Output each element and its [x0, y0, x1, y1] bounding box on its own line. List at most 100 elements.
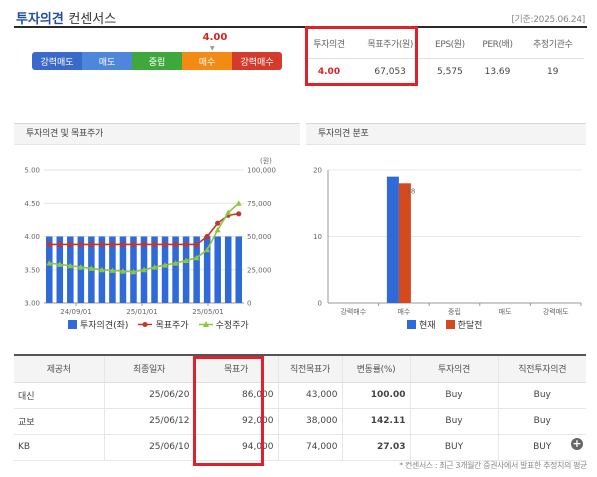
category-label: 강력매도	[543, 307, 569, 316]
cell-change: 100.00	[341, 382, 410, 409]
right-axis-tick-label: 100,000	[247, 167, 276, 175]
left-axis-tick-label: 5.00	[24, 167, 40, 175]
opinion-bar	[224, 236, 232, 303]
legend-item-adjusted: 수정주가	[198, 318, 249, 331]
col-header-opinion: 투자의견	[409, 354, 498, 383]
col-header-date: 최종일자	[103, 354, 194, 383]
target-price-point	[162, 241, 168, 248]
legend-swatch-current	[407, 320, 416, 329]
opinion-bar	[172, 236, 179, 303]
adjusted-price-point	[46, 260, 53, 266]
cell-date: 25/06/20	[103, 382, 194, 409]
opinion-bar	[67, 236, 74, 303]
title-sub: 컨센서스	[68, 12, 117, 27]
target-price-point	[172, 241, 179, 248]
bar-data-label: 18	[406, 187, 415, 195]
opinion-gauge: 강력매도 매도 중립 매수 강력매수	[32, 52, 282, 70]
adjusted-price-point	[130, 268, 137, 275]
y-axis-tick-label: 10	[313, 233, 322, 241]
cell-opinion: Buy	[409, 382, 498, 409]
opinion-bar	[193, 236, 200, 303]
opinion-bar	[151, 236, 158, 303]
cell-prev-target: 38,000	[277, 408, 342, 435]
gauge-segment-neutral: 중립	[132, 52, 182, 70]
target-price-point	[236, 211, 242, 217]
opinion-bar	[46, 236, 53, 303]
summary-target-price-value: 67,053	[374, 67, 406, 78]
adjusted-price-point	[109, 267, 116, 273]
target-price-point	[109, 241, 116, 248]
category-label: 강력매수	[340, 307, 366, 316]
legend-swatch-month-ago	[445, 320, 455, 329]
current-bar	[386, 176, 399, 303]
summary-opinion-value: 4.00	[317, 67, 341, 78]
opinion-target-chart-svg: (원) 5.00 4.50 4.00 3.50 3.00 100,000 75,000 50,…	[24, 156, 276, 316]
x-axis-tick-label: 25/01/01	[126, 308, 157, 316]
col-header-prev-target: 직전목표가	[277, 354, 342, 383]
right-axis-tick-label: 0	[247, 300, 251, 308]
legend-label-target: 목표주가	[155, 321, 189, 331]
adjusted-price-point	[98, 266, 105, 273]
cell-prev-opinion: BUY	[497, 434, 586, 461]
opinion-bar	[56, 236, 64, 303]
legend-label-adjusted: 수정주가	[215, 321, 249, 331]
legend-item-target: 목표주가	[138, 318, 189, 331]
legend-label-current: 현재	[419, 321, 436, 331]
adjusted-price-point	[225, 209, 232, 216]
target-price-point	[99, 241, 105, 248]
target-price-point	[183, 241, 189, 248]
left-axis-tick-label: 3.00	[24, 300, 40, 308]
plus-icon[interactable]: +	[571, 437, 583, 450]
adjusted-price-point	[151, 264, 158, 270]
gauge-segment-sell: 매도	[82, 52, 132, 70]
summary-header: PER(배)	[473, 30, 522, 59]
cell-date: 25/06/10	[103, 434, 194, 461]
target-price-point	[130, 241, 137, 248]
opinion-bar	[214, 236, 221, 303]
gauge-segment-strong-buy: 강력매수	[232, 52, 282, 70]
adjusted-price-point	[193, 254, 200, 261]
adjusted-price-point	[183, 257, 190, 263]
opinion-bar	[235, 236, 242, 303]
target-price-point	[57, 241, 63, 248]
adjusted-price-point	[162, 262, 169, 268]
cell-broker: 교보	[14, 408, 104, 435]
right-panel-title: 투자의견 분포	[306, 123, 586, 145]
target-price-point	[215, 220, 221, 226]
cell-change: 27.03	[341, 434, 410, 461]
col-header-prev-opinion: 직전투자의견	[497, 354, 586, 383]
x-axis-tick-label: 24/09/01	[60, 308, 91, 316]
summary-header: 목표주가(원)	[353, 30, 427, 59]
x-axis-tick-label: 25/05/01	[192, 308, 223, 316]
opinion-bar	[77, 236, 85, 303]
adjusted-price-point	[56, 261, 63, 267]
category-label: 매도	[499, 308, 512, 316]
col-header-change: 변동률(%)	[341, 354, 410, 383]
legend-label-opinion: 투자의견(좌)	[80, 321, 129, 331]
y-axis-tick-label: 0	[318, 300, 322, 308]
adjusted-price-point	[77, 264, 84, 270]
target-price-point	[67, 241, 73, 248]
target-price-point	[78, 241, 84, 248]
target-price-point	[141, 241, 147, 248]
left-chart-legend: 투자의견(좌) 목표주가 수정주가	[68, 318, 253, 331]
summary-per-value: 13.69	[484, 67, 511, 78]
legend-item-current: 현재	[407, 318, 436, 331]
summary-highlight-box	[305, 26, 418, 86]
adjusted-price-point	[204, 246, 211, 253]
right-axis-tick-label: 25,000	[247, 266, 272, 274]
legend-swatch-target	[138, 322, 153, 327]
target-price-point	[46, 241, 52, 248]
cell-broker: KB	[14, 434, 104, 461]
target-price-point	[194, 241, 200, 248]
table-row: 교보 25/06/12 92,000 38,000 142.11 Buy Buy	[14, 408, 586, 435]
right-axis-unit: (원)	[260, 156, 272, 165]
as-of-date: [기준:2025.06.24]	[511, 15, 585, 25]
table-row: KB 25/06/10 94,000 74,000 27.03 BUY BUY	[14, 434, 586, 461]
table-row: 대신 25/06/20 86,000 43,000 100.00 Buy Buy	[14, 382, 586, 409]
footnote: * 컨센서스 : 최근 3개월간 증권사에서 발표한 추정치의 평균	[399, 461, 587, 470]
summary-header: 투자의견	[304, 30, 354, 59]
summary-header: 추정기관수	[521, 30, 584, 59]
target-price-point	[120, 241, 126, 248]
cell-prev-opinion: Buy	[497, 408, 586, 435]
